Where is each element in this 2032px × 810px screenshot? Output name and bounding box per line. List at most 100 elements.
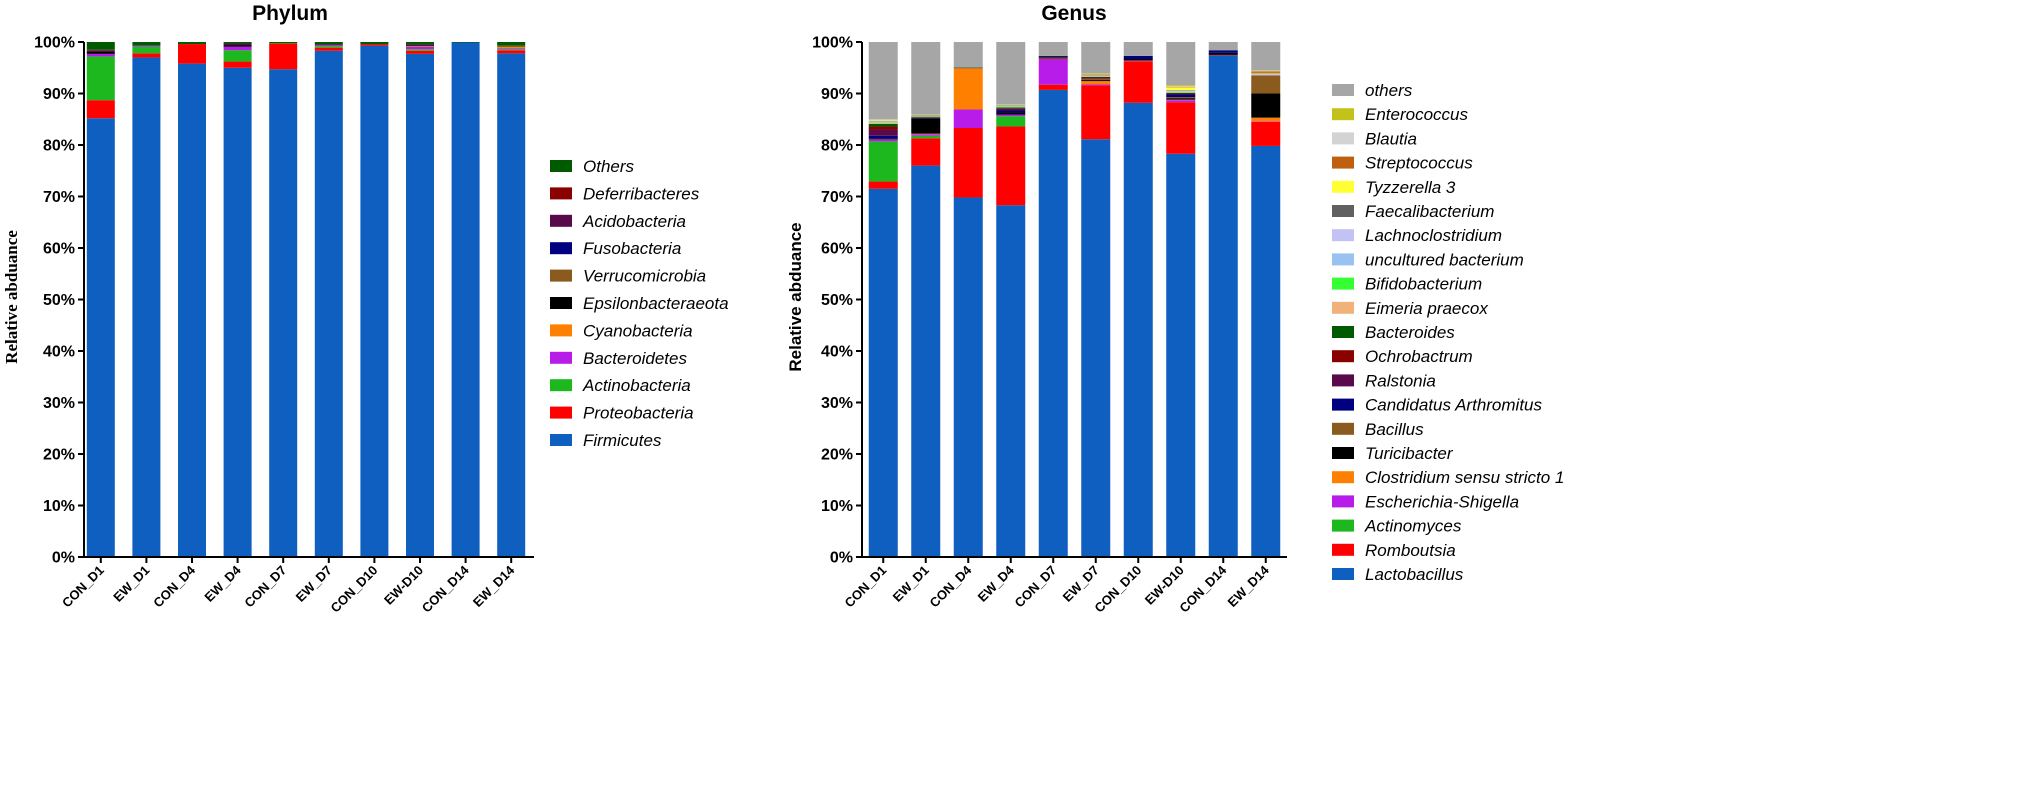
genus-bar-con-d10-escherichia-shigella [1123, 61, 1153, 62]
genus-bar-con-d14-romboutsia [1208, 54, 1238, 56]
genus-legend-label-ralstonia: Ralstonia [1365, 371, 1436, 390]
genus-legend-label-lachnoclostridium: Lachnoclostridium [1365, 226, 1502, 245]
genus-legend-swatch-bifidobacterium [1332, 277, 1354, 290]
genus-x-tick-label: CON_D1 [841, 563, 889, 611]
phylum-bar-ew-d1-proteobacteria [132, 53, 161, 58]
genus-legend-swatch-streptococcus [1332, 156, 1354, 169]
genus-bar-ew-d7-lactobacillus [1081, 139, 1111, 558]
genus-legend-swatch-tyzzerella-3 [1332, 180, 1354, 193]
genus-bar-ew-d10-clostridium-sensu-stricto-1 [1166, 99, 1196, 101]
genus-bar-ew-d14-eimeria-praecox [1251, 74, 1281, 76]
genus-y-tick-label: 0% [830, 550, 853, 567]
genus-bar-ew-d14-streptococcus [1251, 71, 1281, 73]
genus-bar-ew-d4-ochrobactrum [996, 108, 1026, 109]
phylum-y-tick-label: 20% [43, 447, 75, 464]
phylum-bar-ew-d1-actinobacteria [132, 46, 161, 54]
phylum-bar-ew-d4-epsilonbacteraeota [223, 45, 252, 47]
genus-bar-con-d1-blautia [868, 119, 898, 121]
genus-x-tick-label: CON_D14 [1176, 562, 1230, 616]
genus-chart-panel: Genus Relative abduance 0% 10% 20% 30% 40% 50… [786, 2, 1564, 616]
phylum-bar-ew-d7-others [314, 42, 343, 45]
phylum-bar-con-d1-deferribacteres [86, 49, 115, 51]
genus-x-tick-label: EW_D7 [1060, 563, 1102, 605]
genus-bar-ew-d14-turicibacter [1251, 93, 1281, 118]
genus-bar-ew-d10-bacillus [1166, 97, 1196, 99]
genus-legend-swatch-others [1332, 84, 1354, 96]
genus-bar-ew-d14-bacillus [1251, 75, 1281, 94]
phylum-y-tick-label: 90% [43, 86, 75, 103]
genus-bar-con-d7-romboutsia [1038, 84, 1068, 90]
phylum-legend-label-others: Others [583, 157, 635, 176]
genus-legend-label-lactobacillus: Lactobacillus [1365, 565, 1464, 584]
phylum-bar-ew-d7-acidobacteria [314, 44, 343, 46]
genus-legend-label-others: others [1365, 81, 1413, 100]
genus-legend-label-faecalibacterium: Faecalibacterium [1365, 202, 1494, 221]
phylum-legend-label-acidobacteria: Acidobacteria [582, 212, 686, 231]
genus-bar-ew-d14-blautia [1251, 70, 1281, 72]
genus-bar-ew-d1-lactobacillus [911, 165, 941, 557]
genus-bar-ew-d7-eimeria-praecox [1081, 76, 1111, 77]
genus-bar-ew-d7-bacillus [1081, 78, 1111, 81]
genus-bar-ew-d7-escherichia-shigella [1081, 84, 1111, 86]
genus-bar-con-d10-lactobacillus [1123, 102, 1153, 558]
phylum-y-tick-label: 80% [43, 138, 75, 155]
genus-bar-ew-d10-lachnoclostridium [1166, 90, 1196, 92]
phylum-legend-swatch-epsilonbacteraeota [550, 297, 572, 309]
genus-y-tick-label: 10% [821, 498, 853, 515]
genus-legend-swatch-turicibacter [1332, 447, 1354, 459]
phylum-bar-con-d1-proteobacteria [86, 100, 115, 119]
phylum-bar-ew-d4-actinobacteria [223, 50, 252, 62]
genus-bar-con-d1-ralstonia [868, 129, 898, 136]
genus-bar-ew-d4-escherichia-shigella [996, 114, 1026, 117]
genus-bar-con-d4-lactobacillus [953, 197, 983, 557]
genus-legend-label-enterococcus: Enterococcus [1365, 105, 1468, 124]
phylum-bar-ew-d4-acidobacteria [223, 43, 252, 46]
phylum-legend-swatch-proteobacteria [550, 406, 572, 419]
genus-y-tick-label: 30% [821, 395, 853, 412]
phylum-x-tick-label: EW_D4 [201, 562, 244, 605]
phylum-bar-con-d7-actinobacteria [269, 43, 298, 44]
genus-bar-con-d14-others [1208, 42, 1238, 51]
genus-bar-ew-d7-ralstonia [1081, 77, 1111, 79]
genus-bar-ew-d4-ralstonia [996, 108, 1026, 111]
genus-bar-con-d1-actinomyces [868, 141, 898, 182]
genus-bar-con-d1-eimeria-praecox [868, 122, 898, 124]
phylum-bar-ew-d7-firmicutes [314, 50, 343, 557]
genus-bar-ew-d1-turicibacter [911, 118, 941, 134]
phylum-bar-ew-d1-bacteroidetes [132, 45, 161, 47]
genus-bar-con-d10-clostridium-sensu-stricto-1 [1123, 60, 1153, 62]
phylum-bar-ew-d14-cyanobacteria [497, 47, 526, 49]
phylum-bar-ew-d7-bacteroidetes [314, 45, 343, 47]
genus-bar-con-d10-romboutsia [1123, 61, 1153, 103]
genus-bar-ew-d10-bifidobacterium [1166, 91, 1196, 93]
genus-bar-ew-d10-romboutsia [1166, 102, 1196, 154]
phylum-bar-ew-d14-verrucomicrobia [497, 45, 526, 48]
genus-bar-con-d7-lactobacillus [1038, 89, 1068, 557]
phylum-y-tick-label: 100% [34, 35, 75, 52]
phylum-x-tick-label: CON_D10 [328, 563, 381, 616]
genus-bar-con-d14-lactobacillus [1208, 55, 1238, 557]
genus-bar-ew-d10-ralstonia [1166, 93, 1196, 95]
phylum-legend-swatch-firmicutes [550, 434, 572, 446]
genus-bar-ew-d1-eimeria-praecox [911, 116, 941, 117]
genus-bar-ew-d4-bacteroides [996, 107, 1026, 109]
genus-bar-ew-d7-clostridium-sensu-stricto-1 [1081, 81, 1111, 85]
genus-bar-ew-d4-bifidobacterium [996, 106, 1026, 107]
phylum-bar-con-d1-actinobacteria [86, 56, 115, 101]
genus-bar-con-d4-ralstonia [953, 67, 983, 69]
genus-bar-ew-d4-faecalibacterium [996, 105, 1026, 106]
genus-bar-con-d1-lachnoclostridium [868, 121, 898, 122]
genus-bar-con-d14-turicibacter [1208, 52, 1238, 55]
genus-y-axis-label: Relative abduance [786, 222, 805, 371]
phylum-y-tick-label: 10% [43, 498, 75, 515]
genus-bar-ew-d10-uncultured-bacterium [1166, 91, 1196, 92]
phylum-bar-ew-d4-proteobacteria [223, 61, 252, 68]
genus-bar-ew-d10-bacteroides [1166, 92, 1196, 94]
genus-bar-ew-d7-faecalibacterium [1081, 75, 1111, 76]
genus-legend-label-turicibacter: Turicibacter [1365, 444, 1454, 463]
phylum-bar-ew-d1-firmicutes [132, 57, 161, 557]
genus-bar-ew-d1-bifidobacterium [911, 115, 941, 117]
genus-legend-swatch-ralstonia [1332, 374, 1354, 387]
genus-bar-ew-d4-others [996, 42, 1026, 105]
phylum-bar-con-d10-proteobacteria [360, 44, 389, 46]
